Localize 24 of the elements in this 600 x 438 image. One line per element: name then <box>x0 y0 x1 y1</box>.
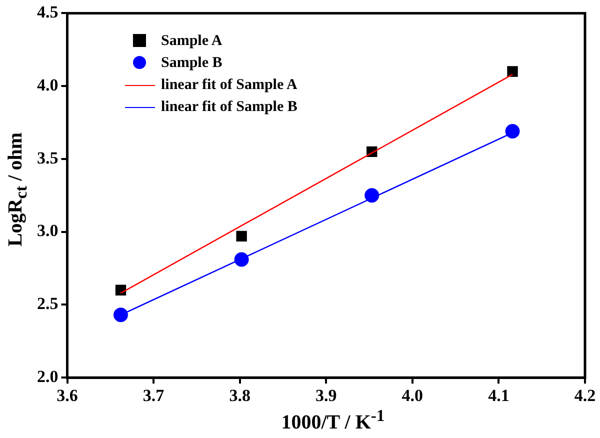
x-axis-title: 1000/T / K$^{-1}$ <box>280 406 386 435</box>
x-tick-label: 3.6 <box>56 386 78 406</box>
y-tick-label: 3.5 <box>37 148 58 168</box>
x-tick-label: 3.8 <box>229 386 250 406</box>
point <box>115 284 126 296</box>
y-tick-label: 4.0 <box>37 75 58 94</box>
x-tick-label: 3.9 <box>316 386 337 406</box>
y-tick-label: 3.0 <box>37 221 58 240</box>
point <box>236 230 247 242</box>
point <box>507 66 518 77</box>
legend-label: linear fit of Sample B <box>161 98 298 117</box>
x-tick-label: 4.0 <box>402 386 424 406</box>
y-tick-label: 2.0 <box>37 366 58 386</box>
x-tick-label: 3.7 <box>142 386 165 406</box>
x-tick-label: 4.1 <box>488 386 510 406</box>
x-tick-label: 4.2 <box>574 386 596 406</box>
point <box>114 308 128 322</box>
legend-label: Sample A <box>161 32 222 51</box>
point <box>364 188 380 203</box>
y-tick-label: 2.5 <box>37 294 58 314</box>
y-tick-label: 4.5 <box>37 2 58 22</box>
legend-label: linear fit of Sample A <box>161 76 298 95</box>
legend-label: Sample B <box>161 54 222 73</box>
point <box>505 124 520 139</box>
